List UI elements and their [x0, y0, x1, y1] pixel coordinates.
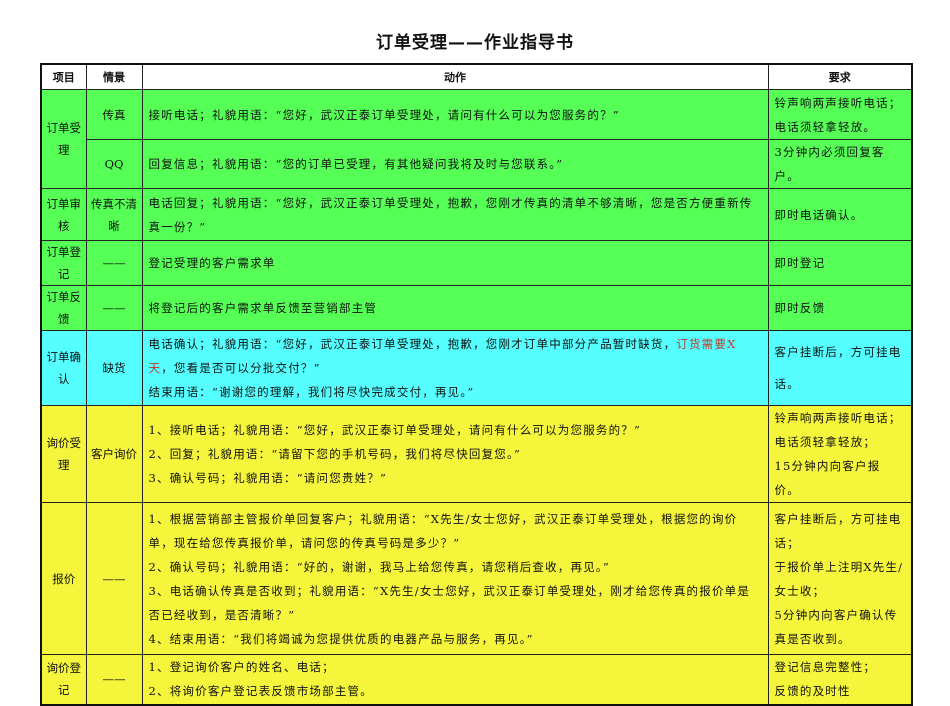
- table-row: 订单受理 传真 接听电话；礼貌用语：“您好，武汉正泰订单受理处，请问有什么可以为…: [40, 89, 913, 189]
- text-line: 3、确认号码；礼貌用语：“请问您贵姓？”: [148, 471, 388, 485]
- requirement-cell: 客户挂断后，方可挂电话。: [767, 330, 913, 406]
- text-line: 5分钟内向客户确认传真是否收到。: [774, 607, 898, 646]
- header-requirement: 要求: [767, 63, 913, 90]
- text-line: 电话须轻拿轻放；: [774, 435, 877, 449]
- action-line: 电话确认；礼貌用语：“您好，武汉正泰订单受理处，抱歉，您刚才订单中部分产品暂时缺…: [149, 332, 762, 380]
- table-row: 询价登记 —— 1、登记询价客户的姓名、电话； 2、将询价客户登记表反馈市场部主管…: [40, 654, 913, 705]
- requirement-cell: 3分钟内必须回复客户。: [767, 139, 913, 189]
- text-line: 即时电话确认。: [774, 207, 864, 222]
- text-line: 铃声响两声接听电话；: [774, 95, 902, 110]
- text-line: 客户挂断后，方可挂电话。: [774, 345, 902, 391]
- text-line: 电话回复；礼貌用语：“您好，武汉正泰订单受理处，抱歉，您刚才传真的清单不够清晰，…: [148, 195, 753, 234]
- action-cell: 接听电话；礼貌用语：“您好，武汉正泰订单受理处，请问有什么可以为您服务的？”: [141, 89, 769, 140]
- text-line: 回复信息；礼貌用语：“您的订单已受理，有其他疑问我将及时与您联系。”: [148, 157, 564, 171]
- text-line: 2、将询价客户登记表反馈市场部主管。: [148, 684, 373, 699]
- text-line: 登记信息完整性；: [774, 660, 877, 675]
- scene-cell: ——: [85, 285, 143, 331]
- requirement-cell: 登记信息完整性； 反馈的及时性: [767, 654, 913, 705]
- action-cell: 将登记后的客户需求单反馈至营销部主管: [141, 285, 769, 331]
- text-line: 登记受理的客户需求单: [148, 256, 276, 270]
- table-row: QQ 回复信息；礼貌用语：“您的订单已受理，有其他疑问我将及时与您联系。” 3分…: [41, 139, 913, 189]
- table-row: 询价受理 客户询价 1、接听电话；礼貌用语：“您好，武汉正泰订单受理处，请问有什…: [40, 405, 913, 503]
- text-line: 于报价单上注明X先生/女士收；: [774, 559, 904, 598]
- requirement-cell: 铃声响两声接听电话； 电话须轻拿轻放。: [767, 89, 913, 140]
- action-cell: 登记受理的客户需求单: [141, 240, 769, 286]
- item-cell: 询价登记: [40, 654, 87, 705]
- scene-cell: ——: [85, 240, 143, 286]
- text-line: 4、结束用语：“我们将竭诚为您提供优质的电器产品与服务，再见。”: [148, 631, 534, 646]
- scene-cell: 传真: [85, 89, 143, 140]
- text-line: 1、接听电话；礼貌用语：“您好，武汉正泰订单受理处，请问有什么可以为您服务的？”: [148, 423, 642, 437]
- header-scene: 情景: [85, 63, 143, 90]
- scene-cell: ——: [85, 654, 143, 705]
- action-cell: 1、根据营销部主管报价单回复客户；礼貌用语：“X先生/女士您好，武汉正泰订单受理…: [141, 502, 769, 655]
- text-line: 1、登记询价客户的姓名、电话；: [148, 660, 335, 675]
- header-row: 项目 情景 动作 要求: [40, 63, 913, 90]
- text-line: 2、回复；礼貌用语：“请留下您的手机号码，我们将尽快回复您。”: [148, 447, 522, 461]
- table-row: 订单反馈 —— 将登记后的客户需求单反馈至营销部主管 即时反馈: [40, 285, 913, 331]
- action-text: 电话确认；礼貌用语：“您好，武汉正泰订单受理处，抱歉，您刚才订单中部分产品暂时缺…: [148, 337, 677, 351]
- text-line: 3、电话确认传真是否收到；礼貌用语：“X先生/女士您好，武汉正泰订单受理处，刚才…: [148, 583, 751, 622]
- table-row: 订单登记 —— 登记受理的客户需求单 即时登记: [40, 240, 913, 286]
- text-line: 接听电话；礼貌用语：“您好，武汉正泰订单受理处，请问有什么可以为您服务的？”: [148, 107, 620, 122]
- text-line: 1、根据营销部主管报价单回复客户；礼貌用语：“X先生/女士您好，武汉正泰订单受理…: [148, 511, 738, 550]
- text-line: 2、确认号码；礼貌用语：“好的，谢谢，我马上给您传真，请您稍后查收，再见。”: [148, 559, 610, 574]
- text-line: 客户挂断后，方可挂电话；: [774, 511, 902, 550]
- text-line: 电话须轻拿轻放。: [774, 119, 877, 134]
- header-action: 动作: [141, 63, 769, 90]
- table-row: 报价 —— 1、根据营销部主管报价单回复客户；礼貌用语：“X先生/女士您好，武汉…: [40, 502, 913, 655]
- action-line: 结束用语：“谢谢您的理解，我们将尽快完成交付，再见。”: [148, 385, 475, 399]
- action-cell: 电话回复；礼貌用语：“您好，武汉正泰订单受理处，抱歉，您刚才传真的清单不够清晰，…: [141, 188, 769, 241]
- text-line: 反馈的及时性: [774, 684, 851, 699]
- scene-cell: 缺货: [85, 330, 143, 406]
- page-title: 订单受理——作业指导书: [376, 33, 574, 53]
- scene-cell: 客户询价: [85, 405, 143, 503]
- requirement-cell: 客户挂断后，方可挂电话； 于报价单上注明X先生/女士收； 5分钟内向客户确认传真是否…: [767, 502, 913, 655]
- action-text: ，您看是否可以分批交付？”: [161, 361, 321, 375]
- action-cell: 1、接听电话；礼貌用语：“您好，武汉正泰订单受理处，请问有什么可以为您服务的？”…: [141, 405, 769, 503]
- requirement-cell: 即时电话确认。: [767, 188, 913, 241]
- header-item: 项目: [40, 63, 87, 90]
- requirement-cell: 铃声响两声接听电话； 电话须轻拿轻放； 15分钟内向客户报价。: [767, 405, 913, 503]
- item-cell: 订单受理: [40, 89, 87, 189]
- item-cell: 询价受理: [40, 405, 87, 503]
- instruction-table: 项目 情景 动作 要求 订单受理 传真 接听电话；礼貌用语：“您好，武汉正泰订单…: [40, 63, 913, 706]
- item-cell: 订单登记: [40, 240, 87, 286]
- scene-cell: QQ: [85, 139, 143, 189]
- text-line: 3分钟内必须回复客户。: [774, 145, 885, 183]
- text-line: 将登记后的客户需求单反馈至营销部主管: [148, 301, 378, 315]
- text-line: 铃声响两声接听电话；: [774, 411, 902, 425]
- table-row: 订单审核 传真不清晰 电话回复；礼貌用语：“您好，武汉正泰订单受理处，抱歉，您刚…: [40, 188, 913, 241]
- scene-cell: 传真不清晰: [85, 188, 143, 241]
- action-cell: 回复信息；礼貌用语：“您的订单已受理，有其他疑问我将及时与您联系。”: [141, 139, 769, 189]
- text-line: 即时反馈: [774, 301, 826, 315]
- item-cell: 订单反馈: [40, 285, 87, 331]
- item-cell: 订单确认: [40, 330, 87, 406]
- requirement-cell: 即时反馈: [767, 285, 913, 331]
- table-row: 订单确认 缺货 电话确认；礼貌用语：“您好，武汉正泰订单受理处，抱歉，您刚才订单…: [40, 330, 913, 406]
- text-line: 即时登记: [774, 256, 826, 270]
- text-line: 15分钟内向客户报价。: [774, 459, 881, 497]
- requirement-cell: 即时登记: [767, 240, 913, 286]
- action-cell: 电话确认；礼貌用语：“您好，武汉正泰订单受理处，抱歉，您刚才订单中部分产品暂时缺…: [141, 330, 769, 406]
- scene-cell: ——: [85, 502, 143, 655]
- item-cell: 订单审核: [40, 188, 87, 241]
- item-cell: 报价: [40, 502, 87, 655]
- highlighted-text: 订货需要X天: [148, 337, 737, 375]
- action-cell: 1、登记询价客户的姓名、电话； 2、将询价客户登记表反馈市场部主管。: [141, 654, 769, 705]
